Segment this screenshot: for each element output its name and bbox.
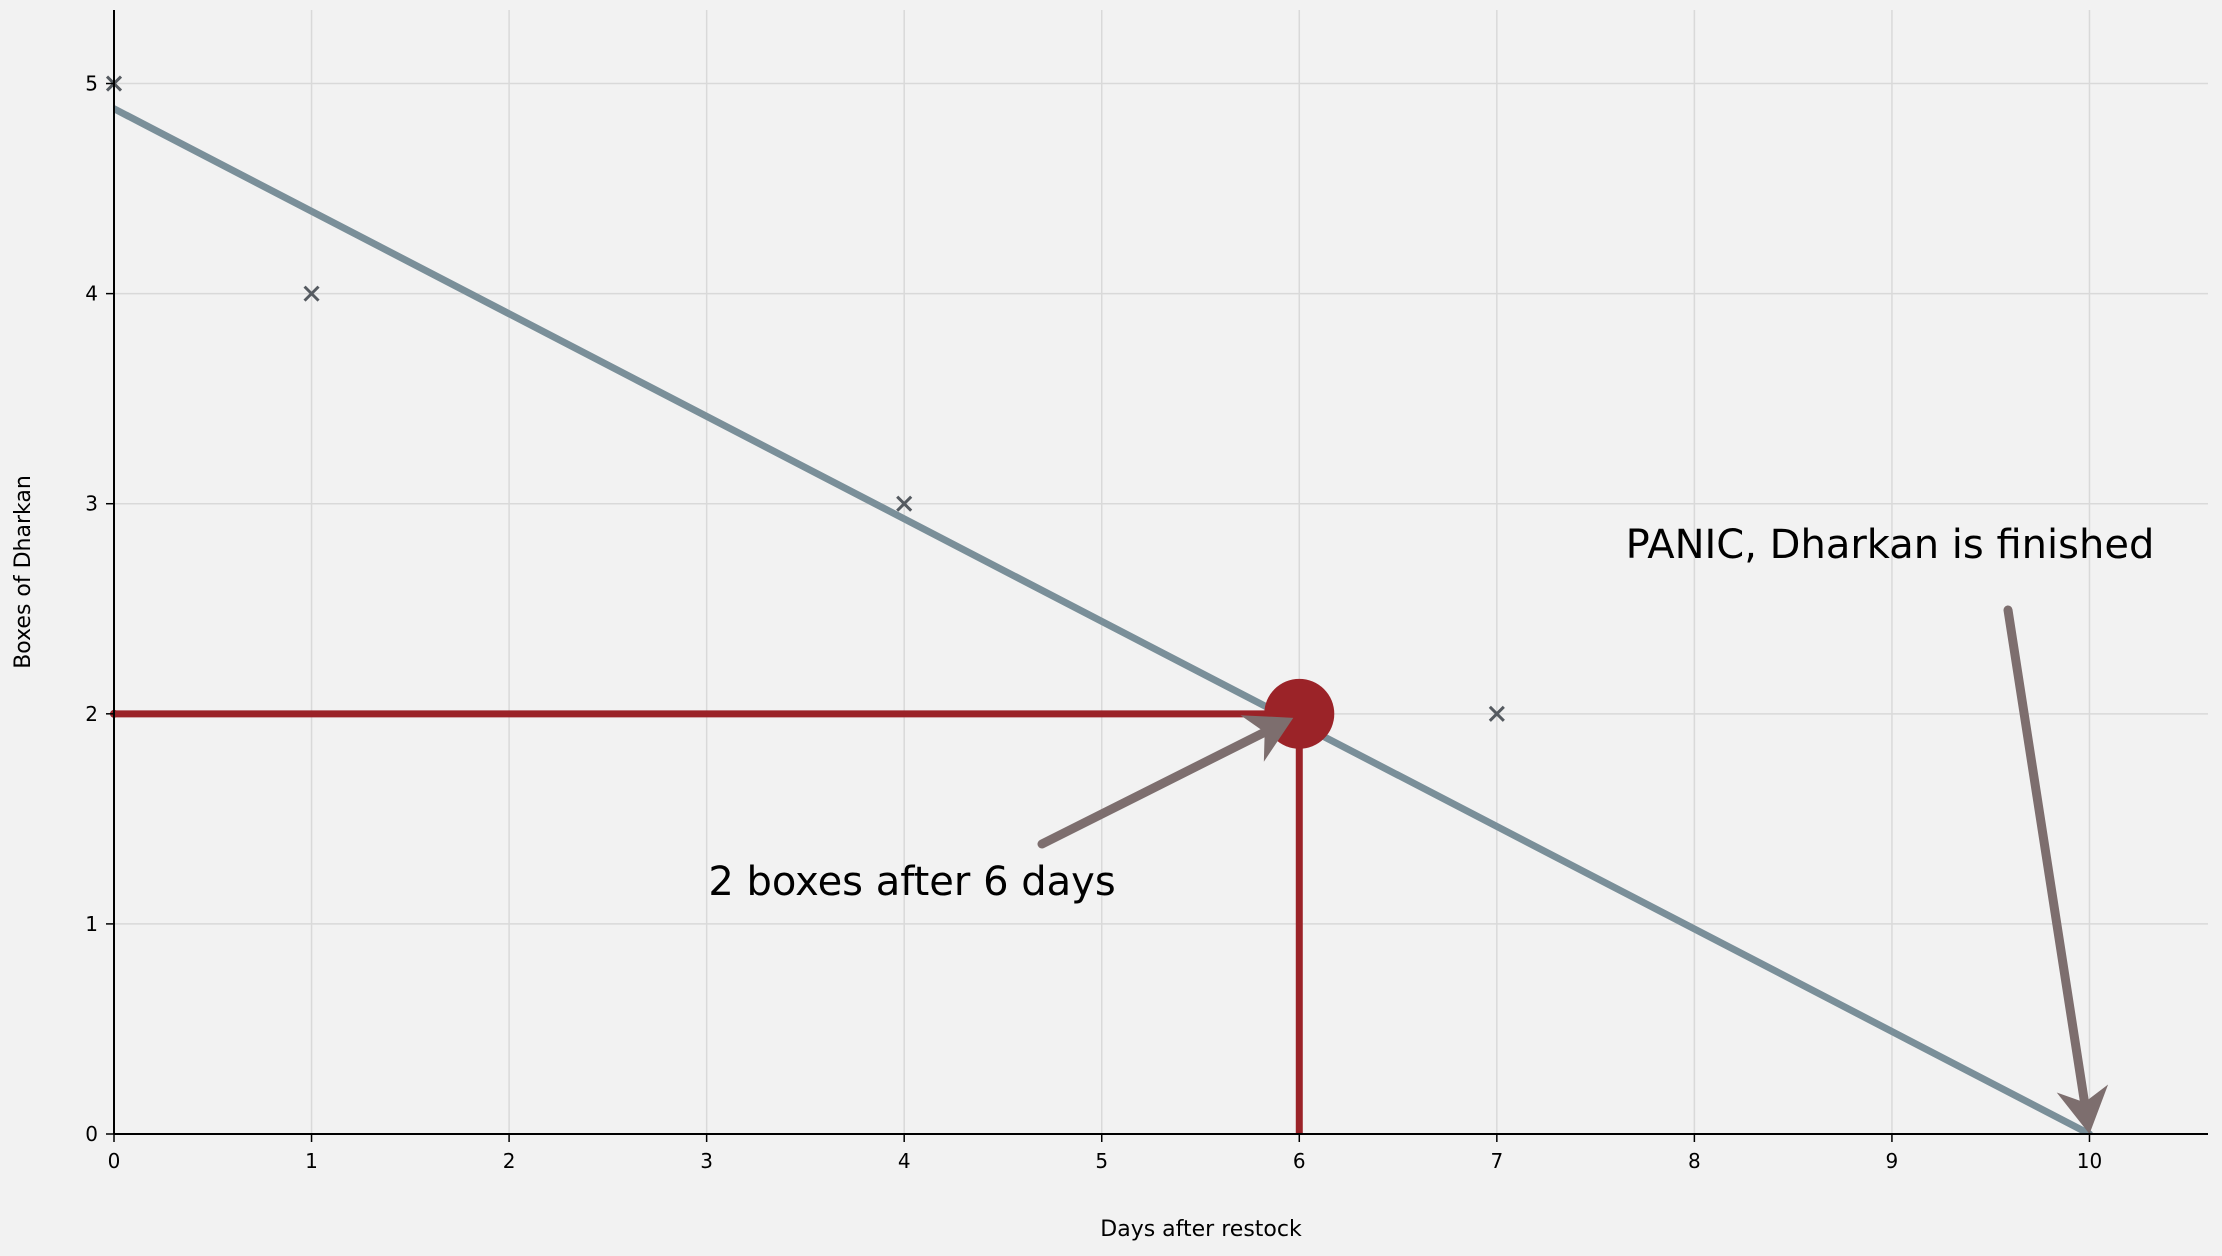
data-point-stroke (1488, 705, 1505, 722)
arrow-panic-head (2056, 1084, 2109, 1134)
x-tick-label: 5 (1095, 1149, 1108, 1173)
y-tick-label: 1 (85, 912, 98, 936)
y-axis-title: Boxes of Dharkan (11, 475, 36, 669)
y-tick-label: 0 (85, 1122, 98, 1146)
x-tick-label: 9 (1886, 1149, 1899, 1173)
data-points (105, 75, 1505, 722)
y-tick-label: 3 (85, 492, 98, 516)
annotation-panic: PANIC, Dharkan is finished (1626, 522, 2155, 568)
arrow-panic (2003, 605, 2109, 1134)
x-tick-label: 4 (898, 1149, 911, 1173)
trend-line (114, 105, 2093, 1134)
tick-labels: 0 1 2 3 4 5 6 7 8 9 10 0 1 2 3 4 5 (85, 72, 2102, 1173)
data-point (896, 495, 913, 512)
arrow-six-days-shaft (1037, 727, 1270, 849)
data-point (1488, 705, 1505, 722)
x-tick-label: 3 (700, 1149, 713, 1173)
highlight-guides (110, 709, 1303, 1134)
x-tick-label: 7 (1490, 1149, 1503, 1173)
annotation-six-days: 2 boxes after 6 days (708, 859, 1115, 905)
annotation-arrows (1037, 605, 2109, 1134)
arrow-six-days-head (1240, 715, 1294, 762)
trend-line-layer (114, 105, 2093, 1134)
x-tick-label: 8 (1688, 1149, 1701, 1173)
data-point-stroke (896, 495, 913, 512)
data-point-stroke (303, 285, 320, 302)
x-tick-label: 6 (1293, 1149, 1306, 1173)
x-tick-label: 1 (305, 1149, 318, 1173)
y-tick-label: 4 (85, 282, 98, 306)
grid (113, 10, 2208, 1135)
y-tick-label: 2 (85, 702, 98, 726)
x-tick-label: 2 (503, 1149, 516, 1173)
data-point (303, 285, 320, 302)
x-tick-label: 0 (108, 1149, 121, 1173)
x-tick-label: 10 (2077, 1149, 2102, 1173)
arrow-panic-shaft (2003, 605, 2090, 1107)
y-tick-label: 5 (85, 72, 98, 96)
axes (106, 10, 2208, 1142)
arrow-six-days (1037, 715, 1294, 849)
x-axis-title: Days after restock (1100, 1217, 1302, 1242)
